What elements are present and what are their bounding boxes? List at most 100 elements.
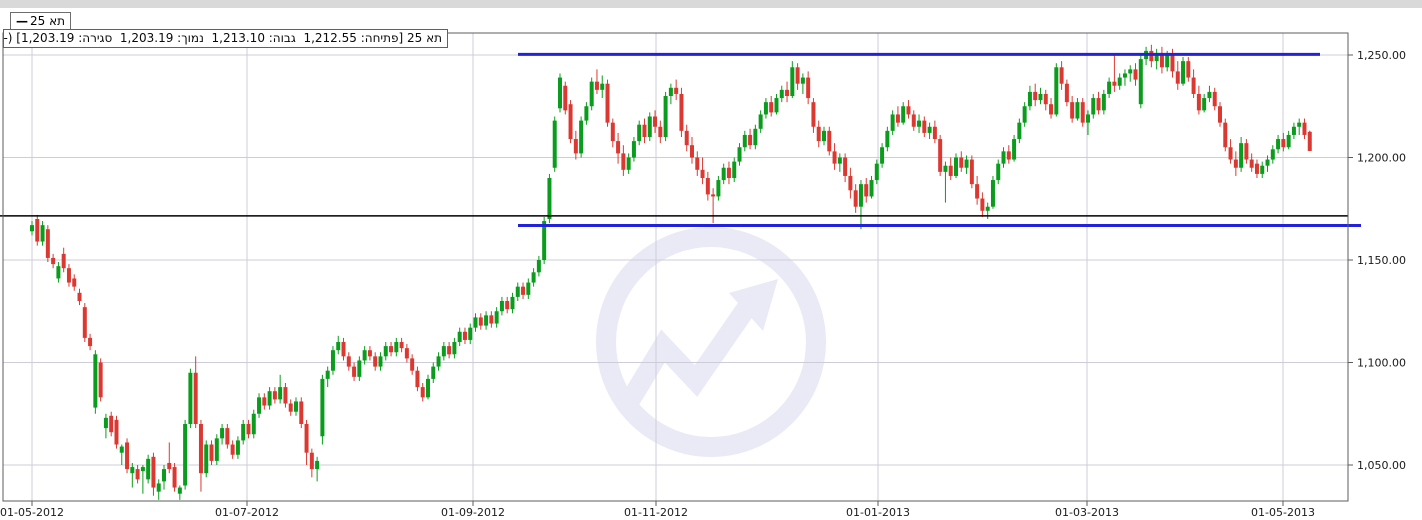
candle bbox=[769, 96, 774, 117]
candle bbox=[357, 356, 362, 381]
candle bbox=[378, 352, 383, 371]
candle bbox=[637, 120, 642, 146]
candle bbox=[573, 130, 578, 160]
candle bbox=[610, 118, 615, 148]
candle bbox=[72, 274, 77, 291]
candle bbox=[726, 161, 731, 185]
candle bbox=[151, 452, 156, 496]
candle bbox=[531, 268, 536, 287]
candle bbox=[167, 442, 172, 474]
candle bbox=[341, 337, 346, 361]
candle bbox=[737, 143, 742, 166]
y-axis-price: 1,250.00 1,200.00 1,150.00 1,100.00 1,050.00 bbox=[1348, 49, 1406, 472]
candle bbox=[410, 354, 415, 375]
candle bbox=[1159, 46, 1164, 74]
candle bbox=[996, 159, 1001, 185]
x-tick-label: 01-03-2013 bbox=[1055, 506, 1119, 519]
candle bbox=[462, 327, 467, 345]
candle bbox=[1276, 134, 1281, 154]
candle bbox=[526, 278, 531, 299]
candle bbox=[890, 110, 895, 135]
candle bbox=[209, 440, 214, 465]
ohlc-info-bar: תא 25 [פתיחה: 1,212.55 גבוה: 1,213.10 נמ… bbox=[3, 29, 448, 48]
candles-group bbox=[30, 44, 1312, 500]
candle bbox=[1181, 57, 1186, 86]
candle bbox=[1202, 93, 1207, 113]
candle bbox=[56, 262, 61, 283]
candle bbox=[1012, 134, 1017, 162]
candle bbox=[40, 221, 45, 246]
candle bbox=[558, 73, 562, 113]
candle bbox=[1297, 118, 1302, 135]
candle bbox=[668, 83, 673, 105]
candle bbox=[563, 81, 568, 115]
plot-border bbox=[2, 32, 1349, 502]
y-tick-label: 1,050.00 bbox=[1357, 459, 1406, 472]
candle bbox=[579, 116, 584, 158]
candle bbox=[858, 180, 863, 230]
y-tick-label: 1,100.00 bbox=[1357, 357, 1406, 370]
candle bbox=[1128, 65, 1133, 82]
candle bbox=[230, 440, 235, 459]
x-axis-dates: 01-05-2012 01-07-2012 01-09-2012 01-11-2012… bbox=[0, 501, 1315, 519]
candle bbox=[980, 192, 985, 217]
candle bbox=[1059, 61, 1064, 90]
candle bbox=[621, 145, 626, 176]
candle bbox=[705, 171, 710, 201]
candle bbox=[1223, 118, 1228, 152]
candle bbox=[489, 311, 494, 328]
candle bbox=[373, 352, 378, 371]
gridlines bbox=[3, 33, 1348, 501]
candle bbox=[721, 163, 726, 185]
candle bbox=[716, 175, 721, 201]
candle bbox=[320, 374, 325, 445]
candle bbox=[816, 120, 821, 148]
candle bbox=[278, 374, 283, 404]
candle bbox=[177, 485, 182, 500]
candle bbox=[1049, 98, 1054, 119]
candle bbox=[389, 342, 394, 357]
candle bbox=[1017, 118, 1022, 144]
candle bbox=[473, 313, 478, 332]
candle bbox=[975, 175, 980, 205]
series-legend[interactable]: — תא 25 bbox=[10, 12, 72, 31]
candle bbox=[880, 143, 885, 168]
candle bbox=[653, 110, 658, 133]
candle bbox=[1218, 102, 1222, 127]
candle bbox=[1144, 46, 1149, 66]
candle bbox=[758, 110, 763, 133]
candle bbox=[241, 419, 246, 445]
candle bbox=[837, 153, 842, 172]
candle bbox=[172, 462, 177, 492]
candle bbox=[711, 188, 716, 224]
candle bbox=[30, 221, 34, 236]
candle bbox=[536, 255, 541, 277]
x-tick-label: 01-01-2013 bbox=[846, 506, 910, 519]
candle bbox=[1112, 55, 1117, 92]
candle bbox=[589, 77, 594, 111]
candle bbox=[66, 264, 71, 287]
candle bbox=[309, 448, 314, 478]
candle bbox=[494, 307, 499, 328]
candle bbox=[1006, 145, 1011, 164]
x-tick-label: 01-05-2012 bbox=[0, 506, 64, 519]
candle bbox=[647, 112, 652, 142]
candle bbox=[51, 253, 56, 269]
candle bbox=[785, 81, 790, 103]
candle bbox=[1027, 85, 1032, 111]
candle bbox=[1265, 155, 1270, 172]
candle bbox=[426, 374, 430, 400]
candle bbox=[795, 63, 800, 90]
series-legend-label: תא 25 bbox=[30, 14, 66, 28]
candle bbox=[77, 288, 82, 306]
candle bbox=[969, 155, 974, 189]
candle bbox=[399, 337, 404, 353]
candle bbox=[1249, 153, 1254, 172]
candle bbox=[631, 137, 636, 162]
candle bbox=[447, 342, 452, 359]
x-tick-label: 01-11-2012 bbox=[624, 506, 688, 519]
candle bbox=[932, 120, 937, 144]
candle bbox=[1033, 83, 1038, 107]
candle bbox=[1122, 69, 1127, 86]
